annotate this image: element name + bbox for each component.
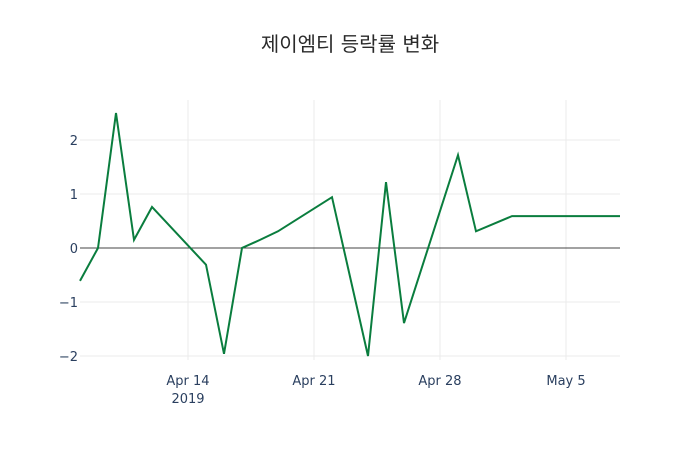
y-tick-label: 2 [70, 134, 78, 149]
y-tick-label: −1 [59, 296, 78, 311]
y-tick-label: −2 [59, 350, 78, 365]
y-tick-label: 0 [70, 242, 78, 257]
series-line [79, 112, 620, 357]
x-tick-label: Apr 28 [418, 374, 461, 389]
x-tick-label: Apr 21 [292, 374, 335, 389]
data-series [79, 112, 620, 357]
gridlines [80, 100, 620, 360]
x-tick-year-label: 2019 [171, 392, 204, 407]
chart-title: 제이엠티 등락률 변화 [260, 32, 440, 56]
x-tick-label: Apr 14 [166, 374, 209, 389]
y-axis-ticks: 2 1 0 −1 −2 [59, 134, 78, 365]
x-tick-label: May 5 [546, 374, 585, 389]
x-axis-ticks: Apr 14 2019 Apr 21 Apr 28 May 5 [166, 374, 585, 407]
y-tick-label: 1 [70, 188, 78, 203]
